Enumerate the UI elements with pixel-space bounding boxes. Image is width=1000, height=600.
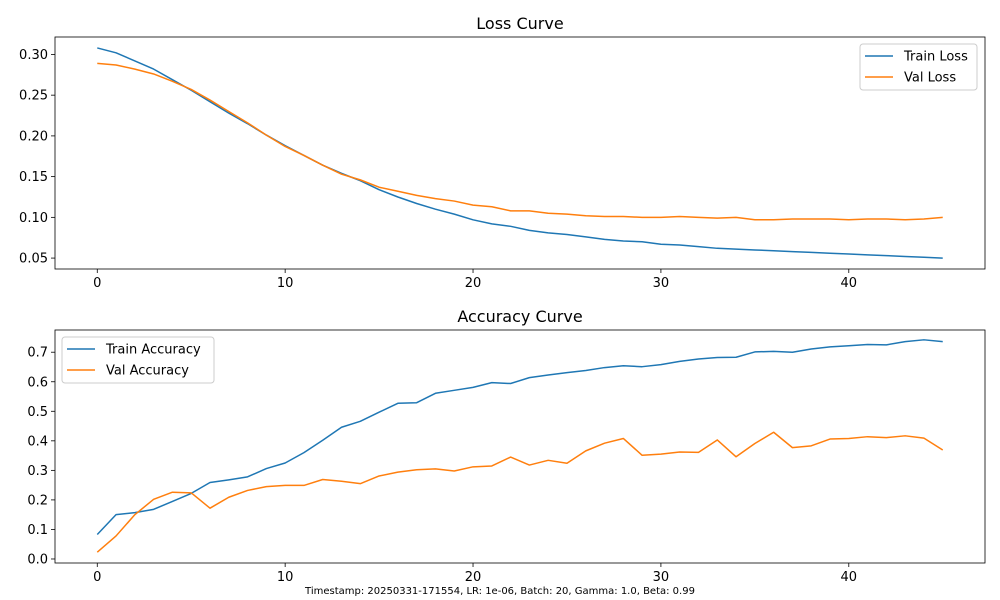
y-tick-label: 0.05 (19, 252, 48, 267)
series-line-val-loss (97, 62, 943, 221)
legend-label: Val Loss (904, 71, 956, 86)
series-line-val-accuracy (96, 431, 944, 553)
x-tick-label: 40 (841, 570, 858, 585)
x-tick-label: 30 (653, 570, 670, 585)
y-tick-label: 0.10 (19, 211, 48, 226)
series-line-train-loss (97, 47, 943, 259)
x-tick-label: 10 (277, 570, 294, 585)
legend-label: Val Accuracy (106, 364, 189, 379)
legend: Train Loss Val Loss (859, 43, 978, 91)
y-tick-label: 0.2 (27, 493, 48, 508)
y-tick-label: 0.4 (27, 434, 48, 449)
legend-box (61, 336, 215, 384)
y-tick-label: 0.3 (27, 464, 48, 479)
x-tick-label: 0 (93, 276, 101, 291)
y-tick-label: 0.5 (27, 405, 48, 420)
legend-label: Train Loss (903, 50, 968, 65)
chart-panel-2: Accuracy Curve 0 10 20 30 40 0.0 0.1 0.2 0.3 0.4 0.… (27, 307, 986, 585)
axes-frame (54, 36, 986, 270)
axes-frame (54, 329, 986, 564)
y-tick-label: 0.0 (27, 552, 48, 567)
x-tick-label: 0 (93, 570, 101, 585)
y-tick-label: 0.7 (27, 346, 48, 361)
y-tick-label: 0.6 (27, 375, 48, 390)
y-tick-label: 0.15 (19, 170, 48, 185)
series-line-train-accuracy (96, 339, 943, 535)
x-tick-label: 20 (465, 276, 482, 291)
legend: Train Accuracy Val Accuracy (61, 336, 215, 384)
y-tick-label: 0.30 (19, 48, 48, 63)
x-tick-label: 40 (841, 276, 858, 291)
x-tick-label: 30 (653, 276, 670, 291)
chart-title: Loss Curve (476, 14, 563, 33)
x-tick-label: 10 (277, 276, 294, 291)
footer-caption: Timestamp: 20250331-171554, LR: 1e-06, B… (304, 586, 695, 597)
chart-title: Accuracy Curve (457, 307, 582, 326)
y-tick-label: 0.1 (27, 523, 48, 538)
x-tick-label: 20 (465, 570, 482, 585)
y-tick-label: 0.25 (19, 89, 48, 104)
chart-panel-1: Loss Curve 0 10 20 30 40 0.05 0.10 0.15 0.20 0.25 0… (19, 14, 986, 291)
legend-label: Train Accuracy (105, 343, 201, 358)
y-tick-label: 0.20 (19, 129, 48, 144)
